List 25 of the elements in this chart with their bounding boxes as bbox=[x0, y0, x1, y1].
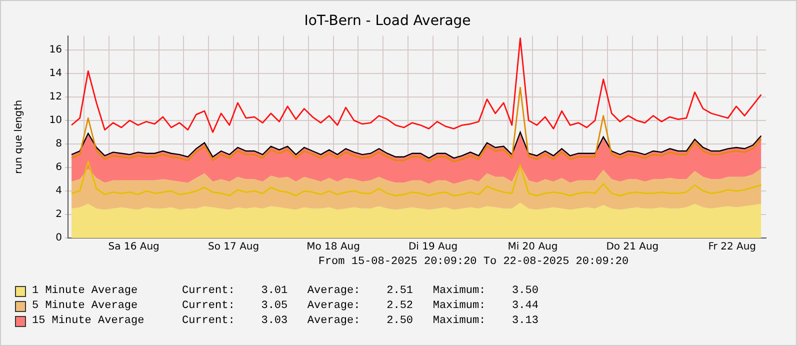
x-tick-label: Mi 20 Aug bbox=[508, 242, 558, 253]
text: Current: 3.03 Average: 2.50 Maximum: 3.13 bbox=[182, 314, 538, 329]
text: Current: 3.05 Average: 2.52 Maximum: 3.44 bbox=[182, 299, 538, 314]
y-tick-label: 6 bbox=[56, 162, 62, 174]
y-tick-label: 12 bbox=[49, 92, 62, 103]
x-tick-label: Mo 18 Aug bbox=[306, 242, 360, 253]
x-tick-label: Do 21 Aug bbox=[606, 242, 659, 253]
y-tick-label: 8 bbox=[56, 138, 62, 150]
legend-label: 5 Minute Average bbox=[32, 299, 139, 314]
x-tick-label: So 17 Aug bbox=[208, 242, 260, 253]
y-tick-label: 2 bbox=[56, 209, 62, 220]
x-tick-label: Sa 16 Aug bbox=[108, 242, 160, 253]
text: Current: 3.01 Average: 2.51 Maximum: 3.50 bbox=[182, 284, 538, 299]
y-tick-label: 0 bbox=[56, 232, 62, 244]
y-tick-label: 16 bbox=[49, 44, 62, 56]
y-axis-title: run que length bbox=[14, 100, 25, 174]
legend-label: 15 Minute Average bbox=[32, 314, 146, 329]
y-tick-label: 14 bbox=[49, 68, 62, 80]
x-tick-label: Fr 22 Aug bbox=[708, 242, 756, 253]
y-tick-label: 4 bbox=[56, 186, 62, 197]
chart-title: IoT-Bern - Load Average bbox=[304, 13, 471, 30]
y-tick-label: 10 bbox=[49, 115, 62, 126]
text: From 15-08-2025 20:09:20 To 22-08-2025 20:09:20 bbox=[317, 256, 630, 268]
legend-label: 1 Minute Average bbox=[32, 284, 139, 299]
x-tick-label: Di 19 Aug bbox=[408, 242, 458, 253]
